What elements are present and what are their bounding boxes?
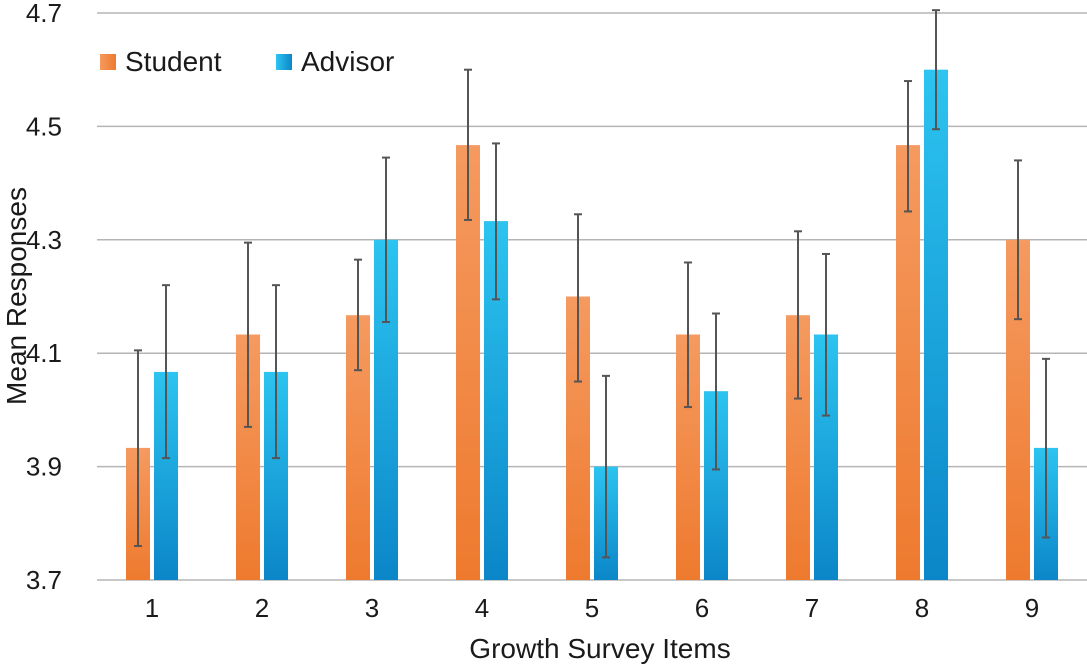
legend-label-advisor: Advisor [301,46,394,77]
x-tick-label: 3 [365,593,379,623]
x-tick-label: 5 [585,593,599,623]
legend-label-student: Student [125,46,222,77]
bars [126,69,1058,581]
legend-swatch-student [100,54,116,70]
legend-swatch-advisor [276,54,292,70]
y-axis-title: Mean Responses [1,187,32,405]
bar-advisor-8 [924,69,948,580]
y-tick-label: 3.7 [26,565,62,595]
gridlines [97,12,1087,581]
x-tick-label: 2 [255,593,269,623]
y-tick-label: 4.7 [26,0,62,28]
x-tick-label: 9 [1025,593,1039,623]
x-tick-label: 7 [805,593,819,623]
y-tick-label: 4.1 [26,338,62,368]
bar-student-8 [896,145,920,580]
x-tick-label: 1 [145,593,159,623]
x-axis-title: Growth Survey Items [469,633,730,664]
x-tick-label: 4 [475,593,489,623]
x-tick-label: 8 [915,593,929,623]
y-tick-label: 3.9 [26,452,62,482]
x-tick-labels: 1 2 3 4 5 6 7 8 9 [145,593,1039,623]
y-tick-labels: 3.7 3.9 4.1 4.3 4.5 4.7 [26,0,62,595]
x-tick-label: 6 [695,593,709,623]
legend: Student Advisor [100,46,394,77]
y-tick-label: 4.3 [26,225,62,255]
error-bars [134,9,1050,559]
y-tick-label: 4.5 [26,111,62,141]
